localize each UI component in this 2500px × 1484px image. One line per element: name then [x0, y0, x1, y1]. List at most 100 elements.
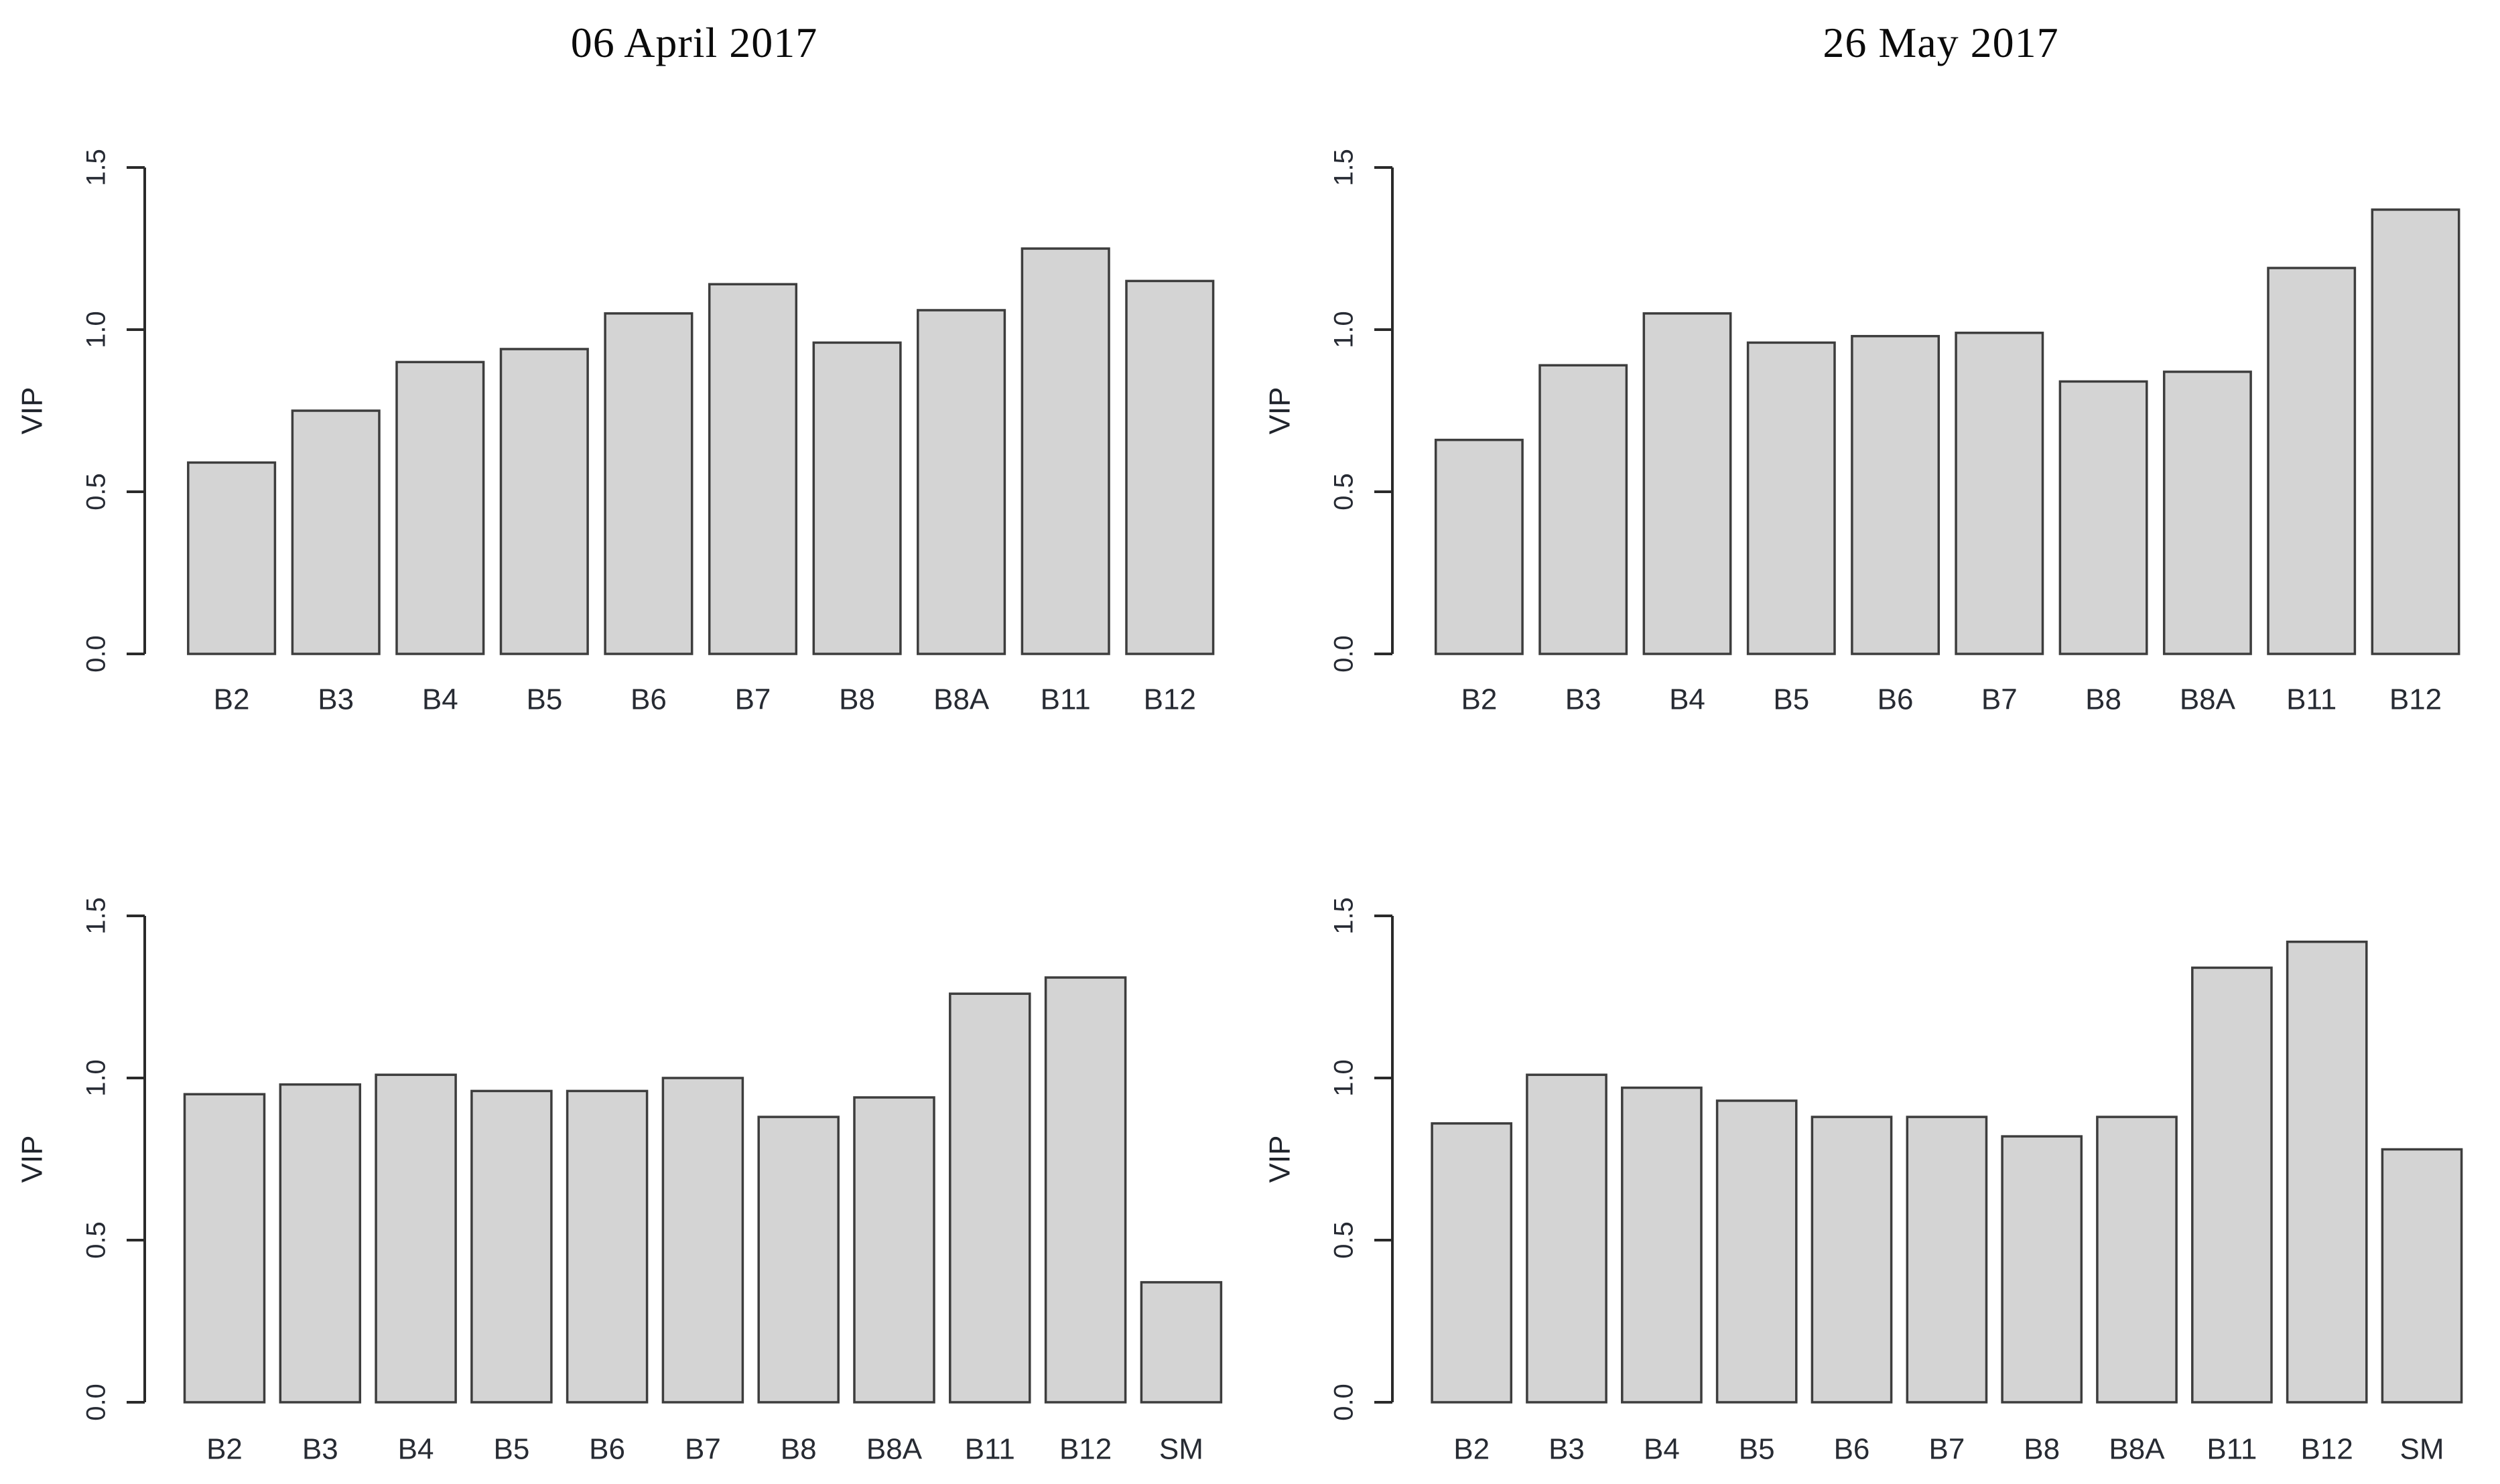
bar-B8A [853, 1096, 935, 1404]
y-tick-label-1.0: 1.0 [82, 1059, 111, 1097]
bar-B7 [1955, 332, 2044, 655]
y-tick-label-0.0: 0.0 [82, 635, 111, 673]
x-label-B8: B8 [2085, 683, 2121, 716]
y-tick-label-0.0: 0.0 [82, 1384, 111, 1421]
bar-B8 [2001, 1135, 2083, 1404]
y-tick-label-1.5: 1.5 [1329, 897, 1359, 935]
bar-B4 [1621, 1086, 1703, 1404]
bar-B11 [949, 992, 1031, 1404]
bar-B7 [661, 1077, 744, 1404]
bar-B6 [1851, 334, 1940, 655]
bar-B3 [1538, 364, 1628, 655]
y-tick-label-1.0: 1.0 [1329, 1059, 1359, 1097]
x-label-B5: B5 [493, 1433, 529, 1466]
bar-chart-bottom-left: B2 B3 B4 B5 B6 B7 B8 B8A B11 B12 SM 0.0 0.5 1.0 1.5 VIP [16, 897, 1223, 1466]
bar-B8 [812, 341, 902, 655]
bar-B11 [1021, 247, 1110, 655]
x-label-B7: B7 [685, 1433, 721, 1466]
y-axis-title: VIP [1264, 1136, 1297, 1183]
x-label-B12: B12 [1144, 683, 1196, 716]
x-label-B8: B8 [781, 1433, 817, 1466]
x-label-B4: B4 [1644, 1433, 1680, 1466]
bar-B6 [604, 312, 694, 655]
chart-title-top-right: 26 May 2017 [1823, 19, 2059, 66]
x-label-B12: B12 [2389, 683, 2442, 716]
bar-B12 [2371, 208, 2460, 655]
y-tick-label-1.0: 1.0 [1329, 311, 1359, 348]
x-label-SM: SM [1159, 1433, 1203, 1466]
x-label-B8A: B8A [933, 683, 990, 716]
y-tick-label-0.0: 0.0 [1329, 1384, 1359, 1421]
bar-B11 [2267, 267, 2357, 655]
x-label-B6: B6 [631, 683, 667, 716]
x-label-B2: B2 [214, 683, 250, 716]
x-label-B6: B6 [1834, 1433, 1870, 1466]
x-label-B5: B5 [526, 683, 562, 716]
bar-B5 [1715, 1099, 1798, 1404]
bar-B11 [2191, 966, 2273, 1404]
bar-B8A [2096, 1116, 2178, 1404]
y-tick-label-1.5: 1.5 [1329, 149, 1359, 186]
bar-B8A [2162, 370, 2252, 655]
bar-SM [2381, 1148, 2463, 1404]
x-label-B3: B3 [318, 683, 354, 716]
chart-title-top-left: 06 April 2017 [570, 19, 818, 66]
bar-B8A [917, 309, 1006, 655]
bar-B2 [187, 461, 277, 655]
x-label-B12: B12 [2301, 1433, 2353, 1466]
bar-B2 [183, 1093, 266, 1404]
y-tick-label-0.5: 0.5 [82, 1221, 111, 1259]
y-axis-title: VIP [16, 1136, 49, 1183]
x-label-B11: B11 [2207, 1433, 2257, 1466]
y-axis-title: VIP [16, 387, 49, 435]
y-axis-title: VIP [1264, 387, 1297, 435]
x-label-B8A: B8A [866, 1433, 923, 1466]
bar-B6 [566, 1089, 649, 1404]
bar-B3 [291, 409, 381, 655]
x-label-B3: B3 [302, 1433, 338, 1466]
x-label-B7: B7 [735, 683, 771, 716]
x-label-B7: B7 [1981, 683, 2018, 716]
x-label-B11: B11 [1041, 683, 1091, 716]
bar-chart-top-right: B2 B3 B4 B5 B6 B7 B8 B8A B11 B12 0.0 0.5 1.0 1.5 VIP [1264, 149, 2460, 716]
bar-B3 [1526, 1073, 1607, 1404]
x-label-B5: B5 [1739, 1433, 1775, 1466]
bar-B12 [2286, 940, 2368, 1404]
x-label-B2: B2 [206, 1433, 243, 1466]
y-tick-label-0.5: 0.5 [1329, 1221, 1359, 1259]
bar-B4 [375, 1073, 457, 1404]
y-tick-label-1.5: 1.5 [82, 897, 111, 935]
bar-B6 [1811, 1116, 1893, 1404]
bar-B3 [279, 1083, 362, 1404]
bar-chart-bottom-right: B2 B3 B4 B5 B6 B7 B8 B8A B11 B12 SM 0.0 0.5 1.0 1.5 VIP [1264, 897, 2463, 1466]
x-label-B5: B5 [1773, 683, 1809, 716]
x-label-B6: B6 [1878, 683, 1914, 716]
bar-B5 [499, 348, 589, 655]
bar-SM [1140, 1281, 1223, 1404]
x-label-B11: B11 [965, 1433, 1015, 1466]
x-label-B8: B8 [839, 683, 875, 716]
x-label-B12: B12 [1059, 1433, 1112, 1466]
x-label-B11: B11 [2286, 683, 2337, 716]
x-label-B4: B4 [398, 1433, 434, 1466]
bar-B7 [708, 283, 798, 655]
x-label-SM: SM [2400, 1433, 2444, 1466]
x-label-B8A: B8A [2180, 683, 2236, 716]
x-label-B4: B4 [1669, 683, 1705, 716]
bar-B5 [470, 1089, 553, 1404]
y-tick-label-0.0: 0.0 [1329, 635, 1359, 673]
bar-B2 [1434, 438, 1524, 655]
x-label-B8A: B8A [2109, 1433, 2165, 1466]
bar-B4 [1642, 312, 1732, 655]
x-label-B2: B2 [1461, 683, 1497, 716]
x-label-B3: B3 [1549, 1433, 1585, 1466]
x-label-B2: B2 [1453, 1433, 1490, 1466]
bar-B2 [1431, 1122, 1513, 1404]
bar-B4 [395, 360, 485, 655]
y-tick-label-0.5: 0.5 [1329, 473, 1359, 511]
bar-B7 [1906, 1116, 1988, 1404]
x-label-B3: B3 [1565, 683, 1601, 716]
bar-B12 [1125, 279, 1215, 655]
